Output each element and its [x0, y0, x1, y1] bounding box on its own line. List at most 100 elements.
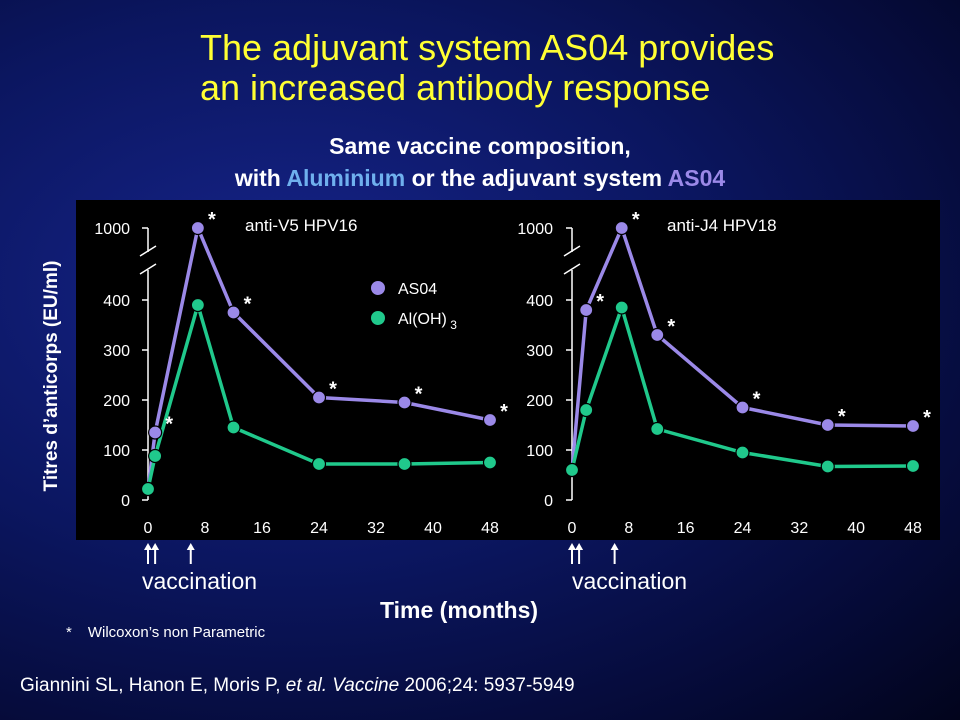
- x-tick-label: 32: [790, 520, 808, 537]
- data-point-aloh3: [148, 448, 163, 464]
- x-axis-label: Time (months): [380, 597, 539, 623]
- data-point-aloh3: [564, 462, 580, 478]
- x-tick-label: 0: [568, 520, 577, 537]
- data-point-as04: [226, 305, 241, 320]
- y-tick-label: 400: [103, 293, 130, 310]
- citation-authors: Giannini SL, Hanon E, Moris P,: [20, 675, 286, 696]
- data-point-as04: [820, 417, 835, 433]
- x-tick-label: 8: [201, 520, 210, 537]
- legend-label: AS04: [398, 281, 437, 298]
- y-tick-label: 300: [103, 343, 130, 360]
- vaccination-label-right: vaccination: [572, 568, 688, 594]
- data-point-as04: [190, 220, 205, 236]
- subtitle-line-2: with Aluminium or the adjuvant system AS…: [0, 162, 960, 194]
- vaccination-label-left: vaccination: [142, 568, 258, 594]
- significance-star: *: [329, 379, 337, 401]
- x-tick-label: 24: [734, 520, 752, 537]
- data-point-aloh3: [226, 420, 241, 435]
- chart-panel-hpv18: 0 100 200 300 400 1000 0 8 16 24 32 40 48 anti-J4 HPV…: [517, 209, 931, 564]
- subtitle-prefix: with: [234, 165, 287, 191]
- significance-star: *: [244, 294, 252, 316]
- data-point-aloh3: [614, 300, 629, 315]
- y-tick-label: 1000: [94, 221, 130, 238]
- data-point-as04: [579, 302, 594, 318]
- vaccination-arrow-head: [186, 543, 195, 550]
- data-point-aloh3: [482, 455, 498, 470]
- vaccination-arrow-head: [568, 543, 576, 550]
- x-tick-label: 40: [847, 520, 865, 537]
- legend-label: Al(OH) 3: [398, 311, 457, 332]
- significance-star: *: [165, 414, 173, 436]
- significance-star: *: [596, 291, 604, 313]
- data-point-aloh3: [140, 481, 156, 497]
- significance-star: *: [632, 209, 640, 231]
- slide-subtitle: Same vaccine composition, with Aluminium…: [0, 130, 960, 194]
- y-axis-break-mark: [563, 263, 581, 275]
- citation-ref: 2006;24: 5937-5949: [399, 675, 575, 696]
- y-tick-label: 200: [526, 393, 553, 410]
- vaccination-arrow-head: [610, 543, 619, 550]
- vaccination-arrow-head: [575, 543, 584, 550]
- significance-star: *: [500, 401, 508, 423]
- vaccination-arrow-head: [144, 543, 152, 550]
- legend-marker: [371, 281, 385, 295]
- chart-panel-hpv16: 0 100 200 300 400 1000 0 8 16 24 32 40 48 anti-V5 HPV…: [94, 209, 508, 564]
- subtitle-middle: or the adjuvant system: [405, 165, 668, 191]
- footnote-star: *: [66, 624, 72, 641]
- significance-star: *: [667, 316, 675, 338]
- y-tick-label: 400: [526, 293, 553, 310]
- significance-star: *: [838, 406, 846, 428]
- x-tick-label: 8: [624, 520, 633, 537]
- chart-area-background: [76, 200, 940, 540]
- data-point-as04: [905, 418, 921, 434]
- y-axis-break-mark: [563, 245, 581, 257]
- data-point-aloh3: [397, 456, 412, 472]
- y-axis-break-mark: [139, 263, 157, 275]
- y-tick-label: 200: [103, 393, 130, 410]
- subtitle-aluminium: Aluminium: [286, 165, 406, 191]
- data-point-as04: [614, 220, 629, 236]
- data-point-aloh3: [650, 421, 665, 437]
- significance-star: *: [208, 209, 216, 231]
- legend-marker: [371, 311, 385, 325]
- x-tick-label: 48: [481, 520, 499, 537]
- data-point-aloh3: [311, 456, 327, 472]
- y-tick-label: 100: [526, 443, 553, 460]
- vaccination-arrow-head: [151, 543, 160, 550]
- data-point-aloh3: [190, 297, 205, 313]
- subtitle-line-1: Same vaccine composition,: [329, 133, 631, 159]
- data-point-as04: [148, 425, 163, 440]
- y-tick-label: 0: [544, 493, 553, 510]
- footnote-text: Wilcoxon’s non Parametric: [87, 624, 266, 641]
- data-point-as04: [397, 395, 412, 410]
- x-tick-label: 32: [367, 520, 385, 537]
- title-line-2: an increased antibody response: [200, 67, 711, 108]
- x-tick-label: 0: [144, 520, 153, 537]
- data-point-aloh3: [735, 445, 750, 460]
- data-point-aloh3: [820, 459, 835, 474]
- significance-star: *: [923, 407, 931, 429]
- data-point-as04: [482, 412, 498, 428]
- chart-title: anti-V5 HPV16: [245, 216, 357, 235]
- chart-title: anti-J4 HPV18: [667, 216, 777, 235]
- data-point-as04: [735, 400, 750, 415]
- y-tick-label: 0: [121, 493, 130, 510]
- subtitle-as04: AS04: [667, 165, 726, 191]
- x-tick-label: 16: [677, 520, 695, 537]
- data-point-as04: [650, 327, 665, 343]
- footnote: * Wilcoxon’s non Parametric: [66, 624, 265, 641]
- legend-label-subscript: 3: [447, 318, 457, 332]
- data-point-aloh3: [905, 458, 921, 474]
- y-axis-break-mark: [139, 245, 157, 257]
- citation-journal: Vaccine: [327, 675, 400, 696]
- y-tick-label: 100: [103, 443, 130, 460]
- significance-star: *: [753, 389, 761, 411]
- data-point-as04: [311, 390, 327, 405]
- y-axis-label: Titres d’anticorps (EU/ml): [41, 260, 62, 492]
- citation-etal: et al.: [285, 675, 327, 696]
- x-tick-label: 24: [310, 520, 328, 537]
- y-tick-label: 1000: [517, 221, 553, 238]
- data-point-aloh3: [579, 402, 594, 418]
- x-tick-label: 48: [904, 520, 922, 537]
